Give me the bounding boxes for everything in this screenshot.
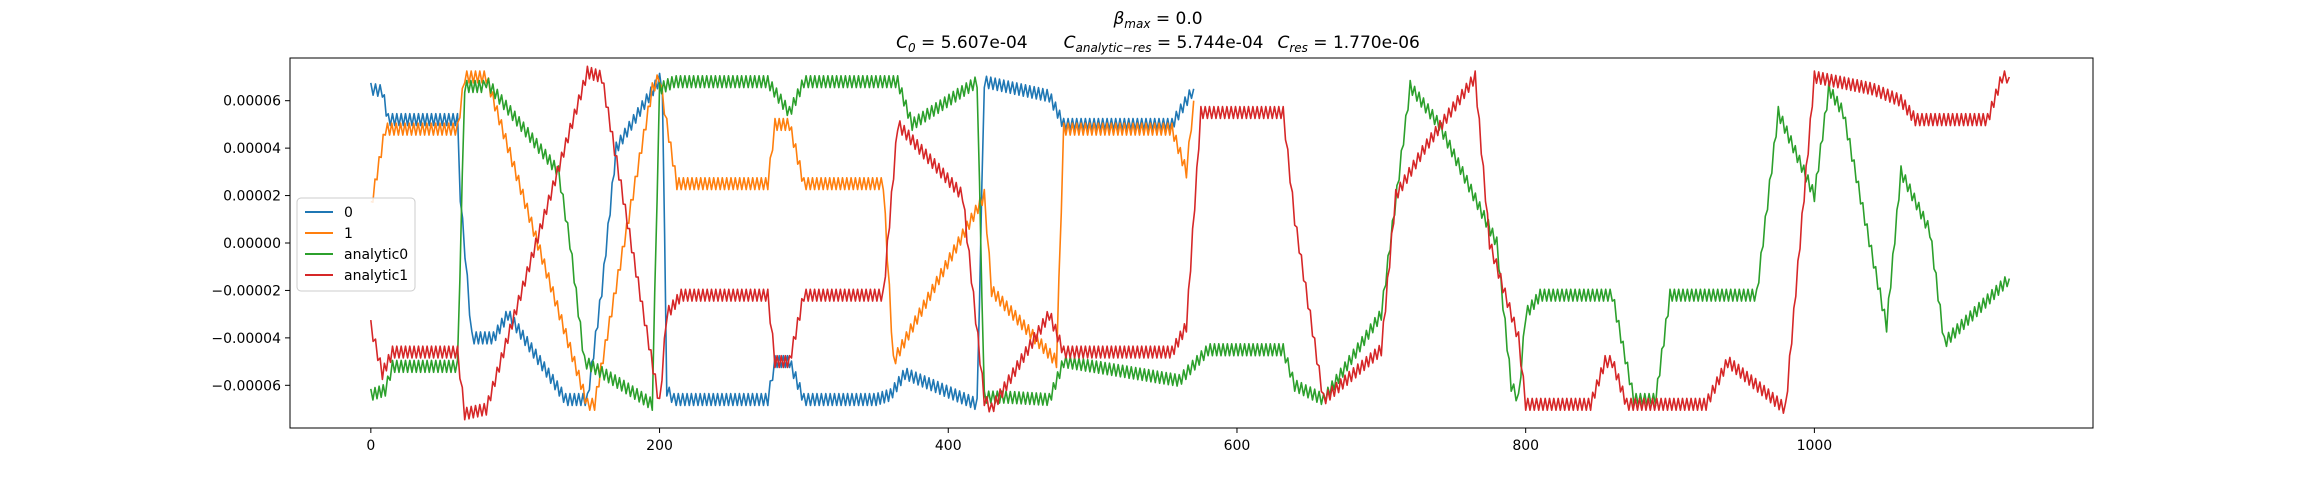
title-cres-subscript: res xyxy=(1289,41,1308,55)
legend-label-0: 0 xyxy=(344,205,353,221)
y-tick-label: 0.00000 xyxy=(223,236,281,252)
x-tick-label: 200 xyxy=(646,438,673,454)
y-tick-label: −0.00006 xyxy=(211,378,281,394)
title-canalytic-value: = 5.744e-04 xyxy=(1152,33,1264,53)
x-tick-label: 0 xyxy=(366,438,375,454)
legend-label-analytic1: analytic1 xyxy=(344,268,408,284)
series-layer xyxy=(370,65,2011,421)
y-tick-label: 0.00002 xyxy=(223,189,281,205)
chart-title-line2: C0 = 5.607e-04 Canalytic−res = 5.744e-04 C… xyxy=(896,33,1420,55)
x-tick-label: 600 xyxy=(1224,438,1251,454)
y-tick-label: −0.00002 xyxy=(211,283,281,299)
y-axis: 0.00006 0.00004 0.00002 0.00000 −0.00002 −0.0… xyxy=(211,94,290,394)
series-line-1 xyxy=(370,70,1195,411)
x-tick-label: 400 xyxy=(935,438,962,454)
title-canalytic-symbol: C xyxy=(1064,33,1076,53)
series-line-analytic1 xyxy=(370,65,2011,421)
y-tick-label: −0.00004 xyxy=(211,331,281,347)
legend-label-analytic0: analytic0 xyxy=(344,247,408,263)
title-beta-symbol: β xyxy=(1112,9,1124,29)
title-c0-subscript: 0 xyxy=(908,41,916,55)
title-beta-value: = 0.0 xyxy=(1150,9,1202,29)
x-tick-label: 800 xyxy=(1512,438,1539,454)
title-cres-symbol: C xyxy=(1277,33,1289,53)
legend: 0 1 analytic0 analytic1 xyxy=(296,197,416,292)
legend-label-1: 1 xyxy=(344,226,353,242)
title-canalytic-subscript: analytic−res xyxy=(1075,41,1151,55)
y-tick-label: 0.00006 xyxy=(223,94,281,110)
legend-frame xyxy=(296,197,416,292)
title-c0-symbol: C xyxy=(896,33,908,53)
title-cres-value: = 1.770e-06 xyxy=(1308,33,1420,53)
title-beta-subscript: max xyxy=(1124,17,1151,31)
title-c0-value: = 5.607e-04 xyxy=(916,33,1028,53)
series-line-analytic0 xyxy=(370,75,2011,411)
x-axis: 0 200 400 600 800 1000 xyxy=(366,428,1832,454)
x-tick-label: 1000 xyxy=(1797,438,1833,454)
chart-title-line1: βmax = 0.0 xyxy=(1112,9,1202,31)
y-tick-label: 0.00004 xyxy=(223,141,281,157)
series-line-0 xyxy=(370,72,1195,411)
